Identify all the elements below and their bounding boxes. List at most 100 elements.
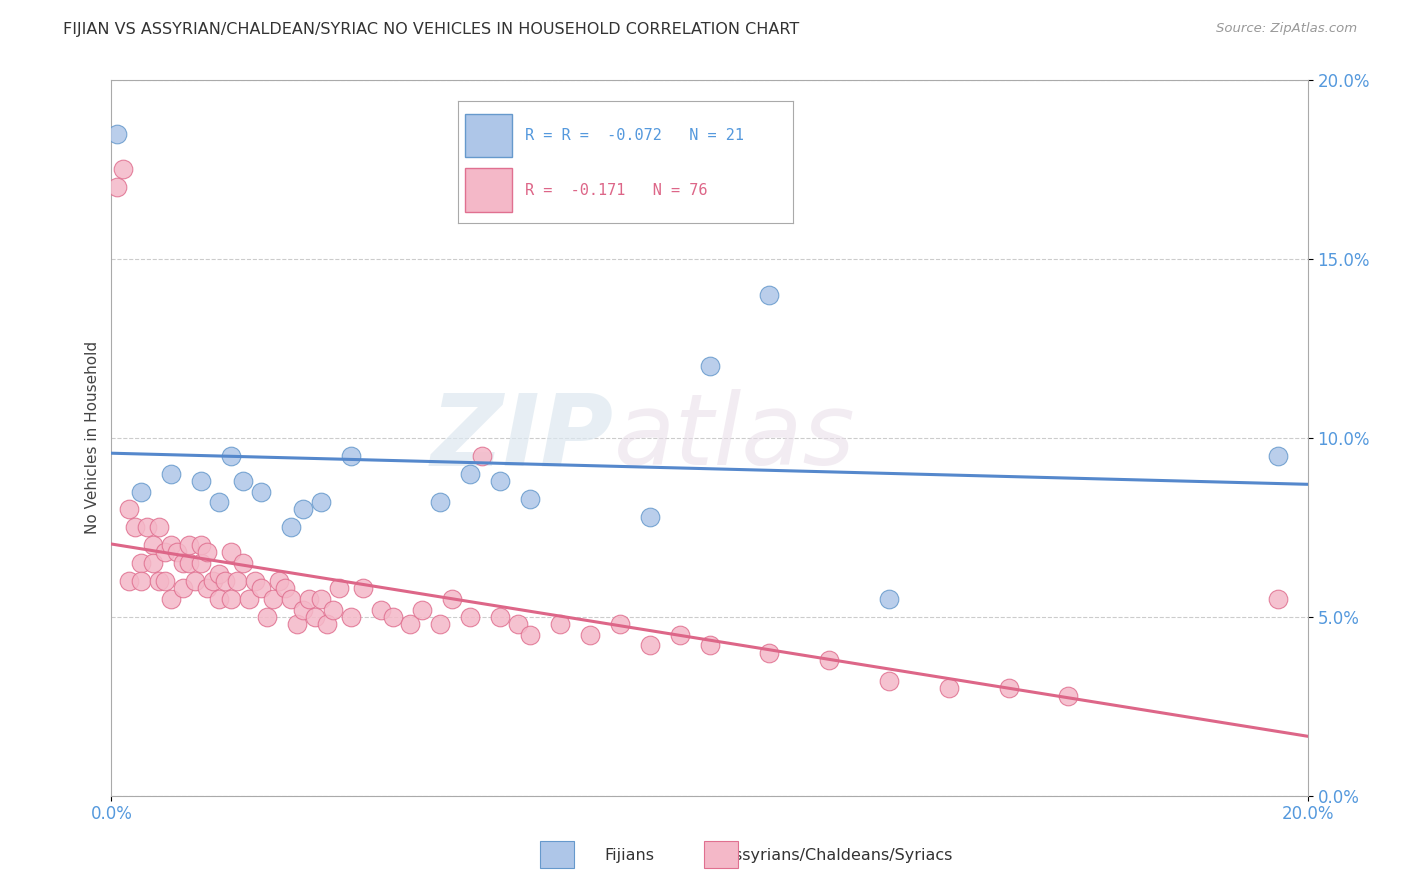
Point — [131, 574, 153, 588]
Point — [208, 495, 231, 509]
Point — [489, 474, 512, 488]
Point — [118, 502, 141, 516]
Point — [262, 591, 284, 606]
Point — [131, 556, 153, 570]
Point — [190, 556, 212, 570]
Point — [877, 674, 900, 689]
Text: FIJIAN VS ASSYRIAN/CHALDEAN/SYRIAC NO VEHICLES IN HOUSEHOLD CORRELATION CHART: FIJIAN VS ASSYRIAN/CHALDEAN/SYRIAC NO VE… — [63, 22, 800, 37]
Point — [519, 491, 541, 506]
Point — [471, 449, 494, 463]
Point — [322, 602, 344, 616]
Point — [208, 591, 231, 606]
Point — [328, 581, 350, 595]
Point — [184, 574, 207, 588]
Point — [148, 520, 170, 534]
Point — [758, 287, 780, 301]
Point — [208, 566, 231, 581]
Point — [1057, 689, 1080, 703]
Point — [219, 449, 242, 463]
Point — [243, 574, 266, 588]
Point — [818, 653, 841, 667]
Point — [256, 609, 278, 624]
Point — [105, 180, 128, 194]
Point — [352, 581, 374, 595]
Point — [339, 449, 361, 463]
Point — [429, 495, 451, 509]
Point — [160, 538, 183, 552]
Point — [190, 538, 212, 552]
Point — [309, 591, 332, 606]
Point — [179, 538, 201, 552]
Point — [441, 591, 464, 606]
Point — [458, 609, 481, 624]
Point — [519, 628, 541, 642]
Point — [112, 162, 135, 177]
Point — [155, 574, 177, 588]
Point — [274, 581, 297, 595]
Point — [291, 502, 314, 516]
Point — [508, 617, 530, 632]
Point — [195, 545, 218, 559]
Point — [291, 602, 314, 616]
Point — [160, 591, 183, 606]
Point — [877, 591, 900, 606]
Point — [309, 495, 332, 509]
Point — [280, 591, 302, 606]
Point — [250, 581, 273, 595]
Point — [131, 484, 153, 499]
Point — [411, 602, 433, 616]
Point — [148, 574, 170, 588]
Point — [381, 609, 404, 624]
Point — [142, 556, 165, 570]
Point — [1267, 449, 1289, 463]
Point — [172, 556, 194, 570]
Point — [166, 545, 188, 559]
Point — [699, 639, 721, 653]
Point — [267, 574, 290, 588]
Point — [638, 509, 661, 524]
Text: atlas: atlas — [614, 390, 855, 486]
Point — [219, 591, 242, 606]
Point — [238, 591, 260, 606]
Point — [142, 538, 165, 552]
Point — [758, 646, 780, 660]
Text: Assyrians/Chaldeans/Syriacs: Assyrians/Chaldeans/Syriacs — [724, 848, 953, 863]
Point — [638, 639, 661, 653]
Point — [214, 574, 236, 588]
Point — [226, 574, 249, 588]
Point — [668, 628, 690, 642]
Point — [370, 602, 392, 616]
Point — [285, 617, 308, 632]
Point — [548, 617, 571, 632]
Point — [304, 609, 326, 624]
Point — [1267, 591, 1289, 606]
Point — [298, 591, 321, 606]
Point — [997, 681, 1019, 696]
Point — [195, 581, 218, 595]
Text: Fijians: Fijians — [605, 848, 655, 863]
Point — [429, 617, 451, 632]
Point — [160, 467, 183, 481]
Point — [938, 681, 960, 696]
Point — [489, 609, 512, 624]
Point — [118, 574, 141, 588]
Point — [579, 628, 602, 642]
Point — [202, 574, 225, 588]
Text: Source: ZipAtlas.com: Source: ZipAtlas.com — [1216, 22, 1357, 36]
Point — [232, 556, 254, 570]
Point — [105, 127, 128, 141]
Point — [232, 474, 254, 488]
Point — [458, 467, 481, 481]
Point — [155, 545, 177, 559]
Y-axis label: No Vehicles in Household: No Vehicles in Household — [86, 342, 100, 534]
Point — [136, 520, 159, 534]
Point — [124, 520, 146, 534]
Point — [339, 609, 361, 624]
Point — [399, 617, 422, 632]
Point — [315, 617, 337, 632]
Point — [179, 556, 201, 570]
Point — [699, 359, 721, 374]
Point — [280, 520, 302, 534]
Point — [172, 581, 194, 595]
Point — [250, 484, 273, 499]
